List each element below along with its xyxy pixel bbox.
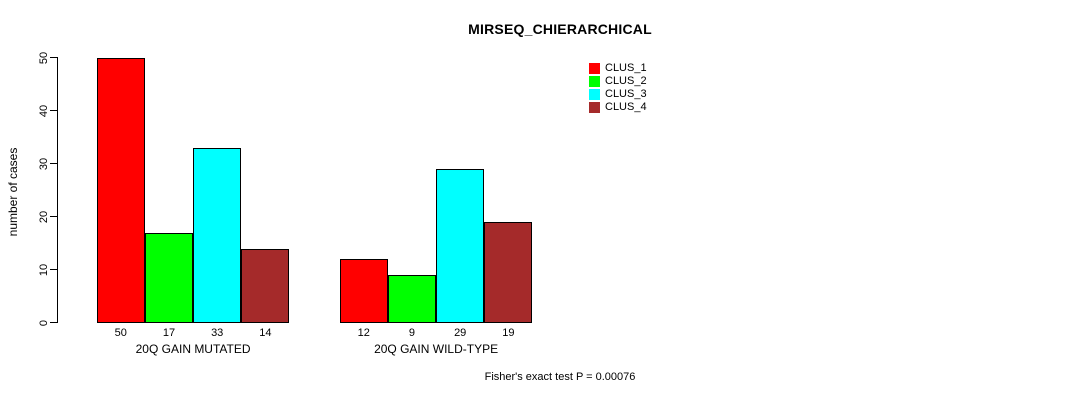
y-tick [50,269,58,270]
legend-label: CLUS_2 [605,75,647,87]
x-group-label: 20Q GAIN MUTATED [135,342,251,356]
bar-clus_3-group1 [193,148,242,323]
bar-clus_3-group2 [436,169,485,323]
legend-label: CLUS_3 [605,88,647,100]
legend-swatch [589,89,600,100]
legend-item: CLUS_2 [589,75,647,88]
legend-swatch [589,76,600,87]
bar-value-label: 19 [502,327,515,339]
y-tick-label: 20 [38,210,50,223]
bar-value-label: 14 [259,327,272,339]
x-group-label: 20Q GAIN WILD-TYPE [374,342,499,356]
y-tick-label: 50 [38,51,50,64]
legend: CLUS_1 CLUS_2 CLUS_3 CLUS_4 [589,62,647,114]
fisher-test-note: Fisher's exact test P = 0.00076 [484,371,636,383]
bar-value-label: 50 [114,327,127,339]
y-tick-label: 30 [38,157,50,170]
y-tick [50,110,58,111]
y-tick-label: 10 [38,263,50,276]
y-axis-line [57,57,58,323]
bar-value-label: 9 [408,327,416,339]
y-tick [50,322,58,323]
bar-value-label: 17 [162,327,176,339]
legend-item: CLUS_4 [589,101,647,114]
bar-clus_1-group1 [96,58,145,323]
legend-swatch [589,63,600,74]
legend-swatch [589,102,600,113]
bar-clus_2-group2 [387,275,437,323]
legend-label: CLUS_1 [605,62,647,74]
bar-clus_4-group2 [484,222,533,323]
bar-value-label: 29 [454,327,467,339]
bar-value-label: 33 [211,327,224,339]
bar-clus_4-group1 [241,248,290,323]
y-tick [50,57,58,58]
legend-item: CLUS_1 [589,62,647,75]
bar-clus_2-group1 [144,232,194,323]
legend-item: CLUS_3 [589,88,647,101]
y-tick [50,216,58,217]
chart-title: MIRSEQ_CHIERARCHICAL [468,21,652,37]
y-tick-label: 40 [38,104,50,117]
bar-clus_1-group2 [339,259,388,323]
legend-label: CLUS_4 [605,101,647,113]
y-axis-label: number of cases [6,147,20,237]
y-tick-label: 0 [38,319,50,326]
y-tick [50,163,58,164]
bar-value-label: 12 [357,327,370,339]
